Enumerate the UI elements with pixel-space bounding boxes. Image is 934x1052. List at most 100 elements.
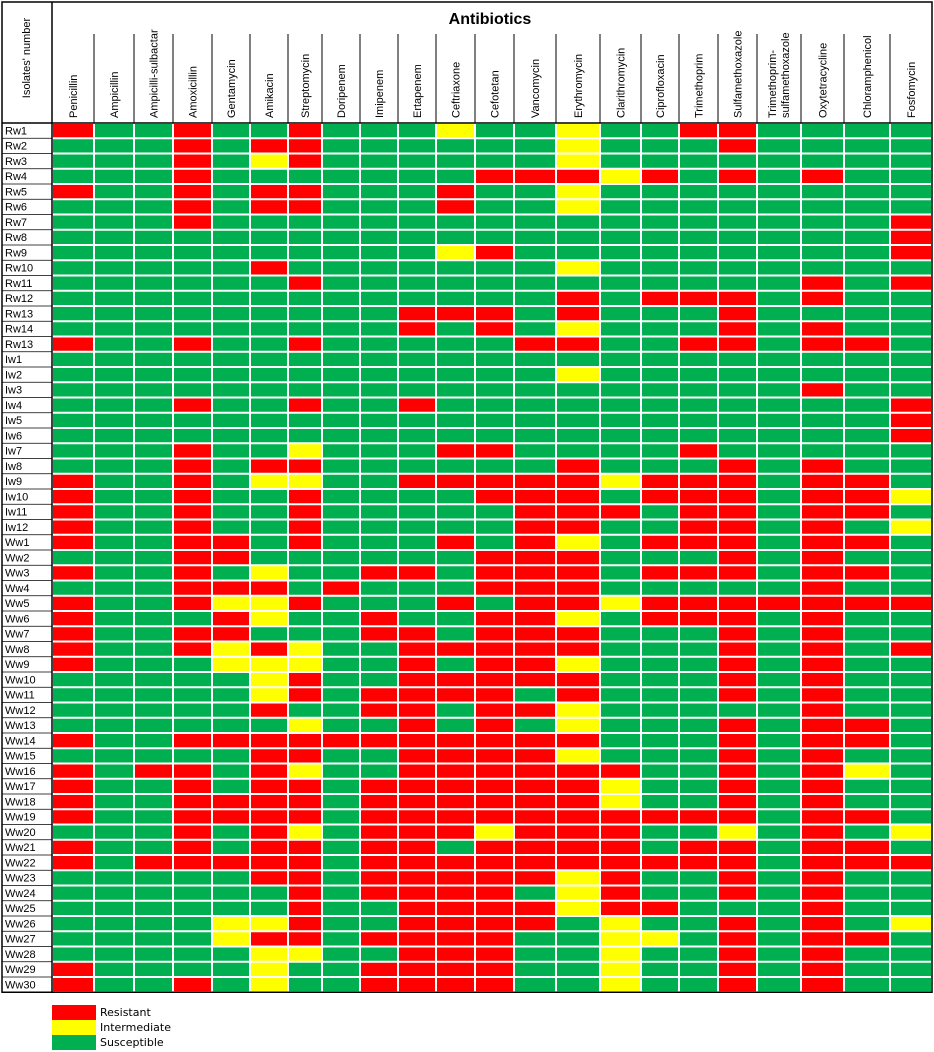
heatmap-cell xyxy=(251,307,287,321)
heatmap-cell xyxy=(135,612,172,626)
heatmap-cell xyxy=(174,154,211,168)
heatmap-cell xyxy=(323,169,359,183)
heatmap-cell xyxy=(95,505,133,519)
heatmap-cell xyxy=(557,291,599,305)
heatmap-cell xyxy=(845,566,889,580)
heatmap-cell xyxy=(95,871,133,885)
heatmap-cell xyxy=(476,307,513,321)
heatmap-cell xyxy=(213,398,249,412)
row-label: Ww29 xyxy=(5,964,36,976)
heatmap-cell xyxy=(891,169,931,183)
heatmap-cell xyxy=(680,474,717,488)
heatmap-cell xyxy=(680,734,717,748)
heatmap-cell xyxy=(289,505,321,519)
heatmap-cell xyxy=(289,734,321,748)
heatmap-cell xyxy=(53,840,93,854)
heatmap-cell xyxy=(213,764,249,778)
heatmap-cell xyxy=(515,596,555,610)
heatmap-cell xyxy=(891,871,931,885)
heatmap-cell xyxy=(361,322,397,336)
heatmap-cell xyxy=(174,291,211,305)
heatmap-cell xyxy=(213,581,249,595)
heatmap-cell xyxy=(891,612,931,626)
heatmap-cell xyxy=(174,581,211,595)
heatmap-cell xyxy=(399,383,435,397)
heatmap-cell xyxy=(437,871,474,885)
heatmap-cell xyxy=(289,596,321,610)
heatmap-cell xyxy=(361,840,397,854)
heatmap-cell xyxy=(680,962,717,976)
heatmap-cell xyxy=(642,139,678,153)
heatmap-cell xyxy=(135,352,172,366)
heatmap-cell xyxy=(515,978,555,992)
heatmap-cell xyxy=(53,322,93,336)
heatmap-cell xyxy=(174,139,211,153)
heatmap-cell xyxy=(174,383,211,397)
heatmap-cell xyxy=(361,307,397,321)
heatmap-cell xyxy=(135,886,172,900)
heatmap-cell xyxy=(399,291,435,305)
heatmap-cell xyxy=(845,276,889,290)
heatmap-cell xyxy=(399,490,435,504)
heatmap-cell xyxy=(601,886,640,900)
heatmap-cell xyxy=(361,749,397,763)
heatmap-cell xyxy=(891,978,931,992)
heatmap-cell xyxy=(758,962,800,976)
column-label: Streptomycin xyxy=(300,54,312,118)
heatmap-cell xyxy=(399,779,435,793)
heatmap-cell xyxy=(135,917,172,931)
heatmap-cell xyxy=(437,734,474,748)
heatmap-cell xyxy=(476,230,513,244)
heatmap-cell xyxy=(323,474,359,488)
heatmap-cell xyxy=(135,596,172,610)
heatmap-cell xyxy=(323,810,359,824)
heatmap-cell xyxy=(289,337,321,351)
heatmap-cell xyxy=(361,612,397,626)
heatmap-cell xyxy=(758,474,800,488)
heatmap-cell xyxy=(758,810,800,824)
heatmap-cell xyxy=(174,261,211,275)
heatmap-cell xyxy=(642,703,678,717)
heatmap-cell xyxy=(680,505,717,519)
heatmap-cell xyxy=(53,947,93,961)
heatmap-cell xyxy=(135,795,172,809)
heatmap-cell xyxy=(802,810,843,824)
heatmap-cell xyxy=(642,520,678,534)
heatmap-cell xyxy=(758,901,800,915)
heatmap-cell xyxy=(642,307,678,321)
heatmap-cell xyxy=(719,444,756,458)
heatmap-cell xyxy=(719,185,756,199)
heatmap-cell xyxy=(289,291,321,305)
heatmap-cell xyxy=(515,261,555,275)
heatmap-cell xyxy=(642,246,678,260)
heatmap-cell xyxy=(135,169,172,183)
heatmap-cell xyxy=(601,246,640,260)
heatmap-cell xyxy=(323,901,359,915)
heatmap-cell xyxy=(891,947,931,961)
heatmap-cell xyxy=(719,124,756,138)
heatmap-cell xyxy=(515,200,555,214)
heatmap-cell xyxy=(323,795,359,809)
heatmap-cell xyxy=(601,185,640,199)
heatmap-cell xyxy=(515,764,555,778)
heatmap-cell xyxy=(557,749,599,763)
heatmap-cell xyxy=(845,200,889,214)
heatmap-cell xyxy=(323,490,359,504)
heatmap-cell xyxy=(251,581,287,595)
heatmap-cell xyxy=(845,322,889,336)
heatmap-cell xyxy=(515,535,555,549)
heatmap-cell xyxy=(891,840,931,854)
row-label: Rw11 xyxy=(5,278,32,290)
heatmap-cell xyxy=(802,124,843,138)
heatmap-cell xyxy=(557,688,599,702)
heatmap-cell xyxy=(601,840,640,854)
heatmap-cell xyxy=(174,657,211,671)
column-label: Oxytetracycline xyxy=(818,43,830,118)
heatmap-cell xyxy=(95,962,133,976)
heatmap-cell xyxy=(361,185,397,199)
heatmap-cell xyxy=(213,901,249,915)
heatmap-cell xyxy=(845,734,889,748)
heatmap-cell xyxy=(642,642,678,656)
heatmap-cell xyxy=(680,688,717,702)
legend-item-intermediate: Intermediate xyxy=(52,1020,171,1035)
